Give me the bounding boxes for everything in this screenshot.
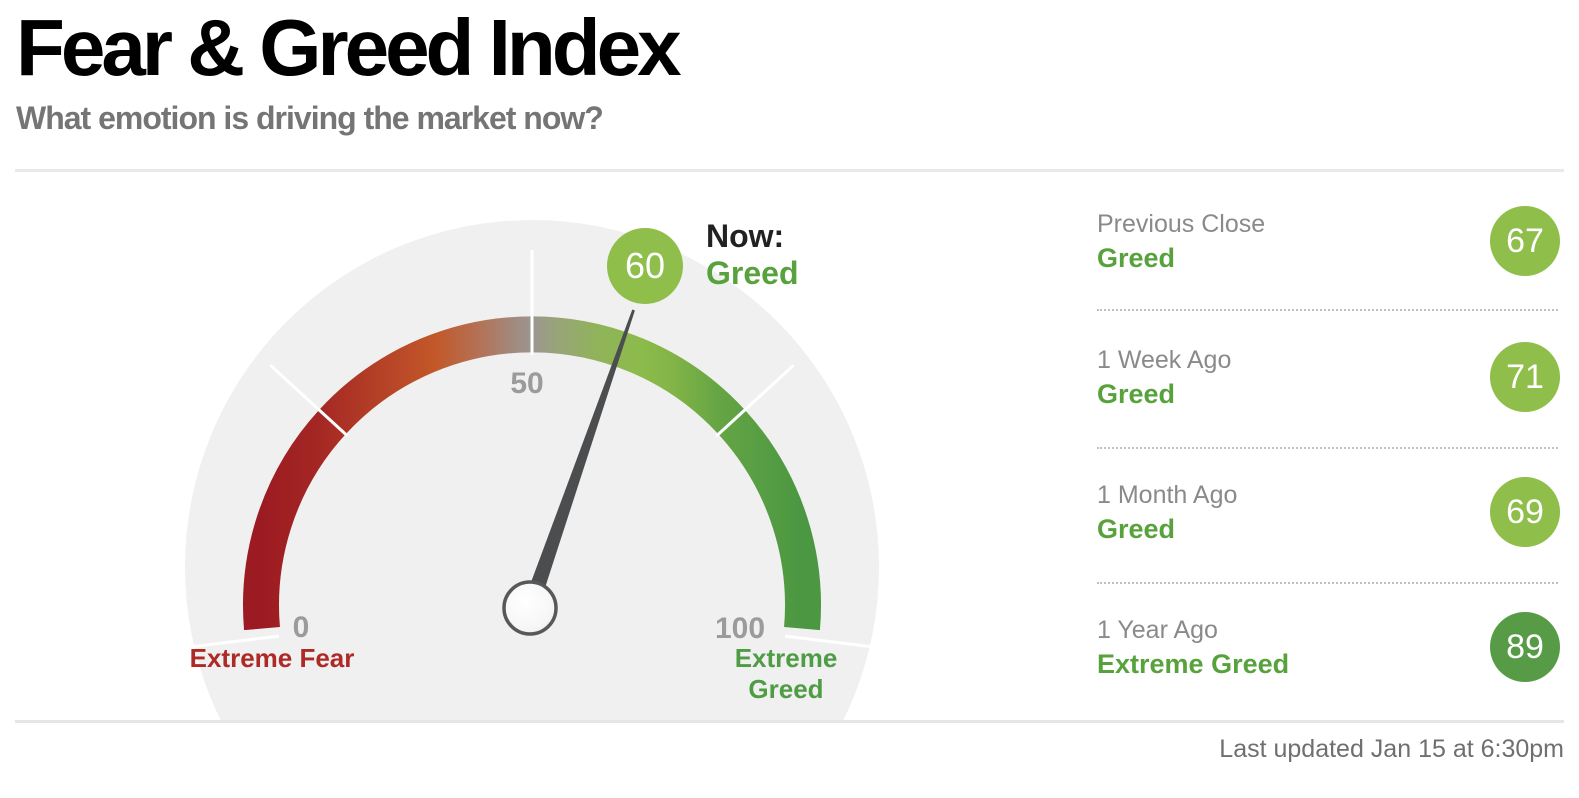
history-row-texts: 1 Week Ago Greed [1097,346,1231,409]
history-row-texts: 1 Year Ago Extreme Greed [1097,616,1289,679]
gauge-chart [179,220,885,722]
now-value: 60 [624,245,666,286]
gauge-tick-lines [179,250,885,650]
history-dotted-divider [1097,309,1558,311]
history-value-circle: 69 [1490,477,1560,547]
history-row-texts: 1 Month Ago Greed [1097,481,1237,544]
top-divider [15,169,1564,172]
gauge-tick-label-0: 0 [292,611,310,644]
gauge-zone-label-extreme-fear: Extreme Fear [189,643,355,673]
history-period-label: 1 Year Ago [1097,616,1218,644]
history-value: 67 [1506,221,1544,260]
now-label: Now: [706,218,785,254]
history-period-label: 1 Month Ago [1097,481,1238,509]
now-status: Greed [706,255,799,291]
page-subtitle: What emotion is driving the market now? [16,100,604,136]
history-row-texts: Previous Close Greed [1097,210,1265,273]
history-dotted-divider [1097,582,1558,584]
history-value-circle: 89 [1490,612,1560,682]
history-row-previous-close: Previous Close Greed 67 [1097,206,1560,282]
history-value-circle: 67 [1490,206,1560,276]
history-row-1-week-ago: 1 Week Ago Greed 71 [1097,342,1560,418]
gauge-background-disk [185,220,879,722]
gauge-needle [522,309,635,611]
history-status: Extreme Greed [1097,649,1290,679]
history-dotted-divider [1097,447,1558,449]
gauge-tick-label-100: 100 [714,612,766,645]
history-status: Greed [1097,379,1176,409]
history-status: Greed [1097,243,1176,273]
gauge-needle-pivot [502,580,558,636]
bottom-divider [15,720,1564,723]
history-status: Greed [1097,514,1176,544]
history-row-1-year-ago: 1 Year Ago Extreme Greed 89 [1097,612,1560,688]
history-value-circle: 71 [1490,342,1560,412]
history-value: 89 [1506,627,1544,666]
history-value: 71 [1506,357,1544,396]
gauge-zone-label-extreme-greed: Extreme Greed [734,643,838,704]
last-updated-text: Last updated Jan 15 at 6:30pm [1219,735,1564,763]
history-period-label: 1 Week Ago [1097,346,1232,374]
gauge-tick-label-50: 50 [510,367,544,400]
page-title: Fear & Greed Index [16,3,682,92]
history-period-label: Previous Close [1097,210,1266,238]
now-value-badge: 60 [607,228,683,304]
history-row-1-month-ago: 1 Month Ago Greed 69 [1097,477,1560,553]
history-value: 69 [1506,492,1544,531]
